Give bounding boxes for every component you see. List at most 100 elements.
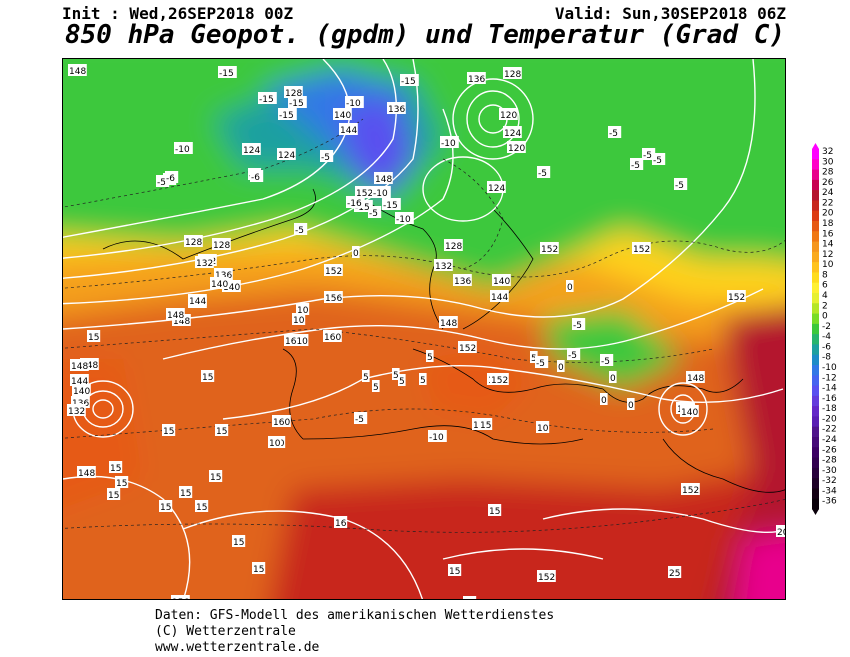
geopotential-label-text: 124 xyxy=(504,129,521,139)
temperature-label-bg xyxy=(372,380,380,392)
colorbar-swatch xyxy=(812,416,819,428)
temperature-label-text: 15 xyxy=(160,503,171,513)
geopotential-label-bg xyxy=(499,108,518,120)
temperature-label-bg xyxy=(488,504,502,516)
temperature-label: 15 xyxy=(232,535,246,548)
geopotential-label-text: 144 xyxy=(491,293,508,303)
colorbar-tick-label: -26 xyxy=(822,445,837,455)
colorbar-tick-label: 24 xyxy=(822,188,834,198)
colorbar-swatch xyxy=(812,272,819,284)
colorbar-swatch xyxy=(812,190,819,201)
temperature-label-text: 5 xyxy=(420,376,426,386)
geopotential-label-text: 128 xyxy=(504,70,521,80)
geopotential-label-bg xyxy=(242,143,261,155)
temperature-label: 0 xyxy=(627,398,635,411)
geopotential-label: 124 xyxy=(503,126,522,139)
geopotential-label: 148 xyxy=(166,308,185,321)
temperature-label: 15 xyxy=(488,504,502,517)
valid-time-label: Valid: Sun,30SEP2018 06Z xyxy=(554,4,786,23)
geopotential-label-text: 144 xyxy=(71,377,88,387)
temperature-label: -10 xyxy=(428,430,447,443)
colorbar-swatch xyxy=(812,159,819,171)
colorbar-tick-label: 14 xyxy=(822,240,834,250)
temperature-label: 0 xyxy=(609,371,617,384)
temperature-label-bg xyxy=(400,74,419,86)
temperature-label: -15 xyxy=(258,92,277,105)
colorbar-tick-label: -16 xyxy=(822,394,837,404)
temperature-label-layer: -15-15 -15-15-15-10-10-10-5-5-5-5-5-5 -5-5… xyxy=(87,66,785,599)
colorbar-swatch xyxy=(812,221,819,232)
temperature-label-text: 5 xyxy=(363,373,369,383)
geopotential-label-text: 148 xyxy=(71,362,88,372)
temperature-label-text: -15 xyxy=(219,69,234,79)
temperature-label-bg xyxy=(252,562,266,574)
temperature-label-bg xyxy=(428,430,447,442)
temperature-label: 20 xyxy=(776,525,785,538)
geopotential-label-text: 124 xyxy=(278,151,295,161)
temperature-label: -15 xyxy=(382,198,401,211)
geopotential-label: 160 xyxy=(272,415,291,428)
temperature-label-bg xyxy=(179,486,193,498)
temperature-label-bg xyxy=(448,564,462,576)
colorbar-tick-label: -8 xyxy=(822,353,831,363)
geopotential-label-bg xyxy=(195,256,214,268)
temperature-label: 0 xyxy=(557,360,565,373)
geopotential-label: 128 xyxy=(284,86,303,99)
geopotential-label-text: 156 xyxy=(172,598,189,600)
geopotential-label-text: 140 xyxy=(223,283,240,293)
geopotential-label: 124 xyxy=(277,148,296,161)
weather-map: 1481281401361441481521241241281321361401… xyxy=(62,58,786,600)
geopotential-label-text: 148 xyxy=(687,374,704,384)
temperature-label-bg xyxy=(530,351,538,363)
temperature-label: 15 xyxy=(159,500,173,513)
temperature-label-text: -10 xyxy=(441,139,456,149)
temperature-label-bg xyxy=(162,424,176,436)
geopotential-label: 128 xyxy=(503,67,522,80)
temperature-label: 15 xyxy=(115,476,129,489)
geopotential-label: 136 xyxy=(387,102,406,115)
temperature-label-text: -5 xyxy=(321,153,330,163)
geopotential-label: 152 xyxy=(324,264,343,277)
temperature-label-bg xyxy=(440,136,459,148)
temperature-label-text: -15 xyxy=(259,95,274,105)
temperature-label-bg xyxy=(537,166,551,178)
temperature-label: 0 xyxy=(352,246,360,259)
temperature-label-text: 15 xyxy=(116,479,127,489)
temperature-label-text: 15 xyxy=(88,333,99,343)
geopotential-label-bg xyxy=(171,595,190,599)
colorbar-tick-label: -32 xyxy=(822,476,837,486)
colorbar-swatch xyxy=(812,488,819,500)
temperature-label-text: 15 xyxy=(489,507,500,517)
colorbar-swatch xyxy=(812,334,819,345)
temperature-label-bg xyxy=(345,96,364,108)
colorbar-swatch xyxy=(812,457,819,469)
colorbar-tick-label: -4 xyxy=(822,332,831,342)
geopotential-label: 152 xyxy=(458,341,477,354)
geopotential-label-bg xyxy=(210,277,229,289)
temperature-label-bg xyxy=(398,374,406,386)
geopotential-label-text: 148 xyxy=(78,469,95,479)
temperature-label-text: 15 xyxy=(180,489,191,499)
temperature-label: 25 xyxy=(668,566,682,579)
geopotential-label: 132 xyxy=(195,256,214,269)
colorbar-tick-label: -28 xyxy=(822,456,837,466)
colorbar-tick-label: 6 xyxy=(822,281,828,291)
geopotential-label-text: 152 xyxy=(491,376,508,386)
colorbar-swatch xyxy=(812,498,819,510)
colorbar-swatch xyxy=(812,478,819,489)
colorbar-bottom-arrow xyxy=(812,509,819,515)
temperature-label: -5 xyxy=(600,354,614,367)
temperature-label-text: 15 xyxy=(108,491,119,501)
temperature-label: 15 xyxy=(479,418,493,431)
temperature-label-bg xyxy=(668,566,682,578)
geopotential-label: 156 xyxy=(171,595,190,600)
temperature-label: -5 xyxy=(630,158,644,171)
colorbar-swatch xyxy=(812,303,819,315)
colorbar-swatch xyxy=(812,293,819,304)
geopotential-label-text: 156 xyxy=(325,294,342,304)
footer-website: www.wetterzentrale.de xyxy=(155,640,320,655)
geopotential-label-text: 140 xyxy=(681,408,698,418)
temperature-label-bg xyxy=(352,246,360,258)
colorbar-swatch xyxy=(812,179,819,191)
geopotential-label-text: 124 xyxy=(488,184,505,194)
